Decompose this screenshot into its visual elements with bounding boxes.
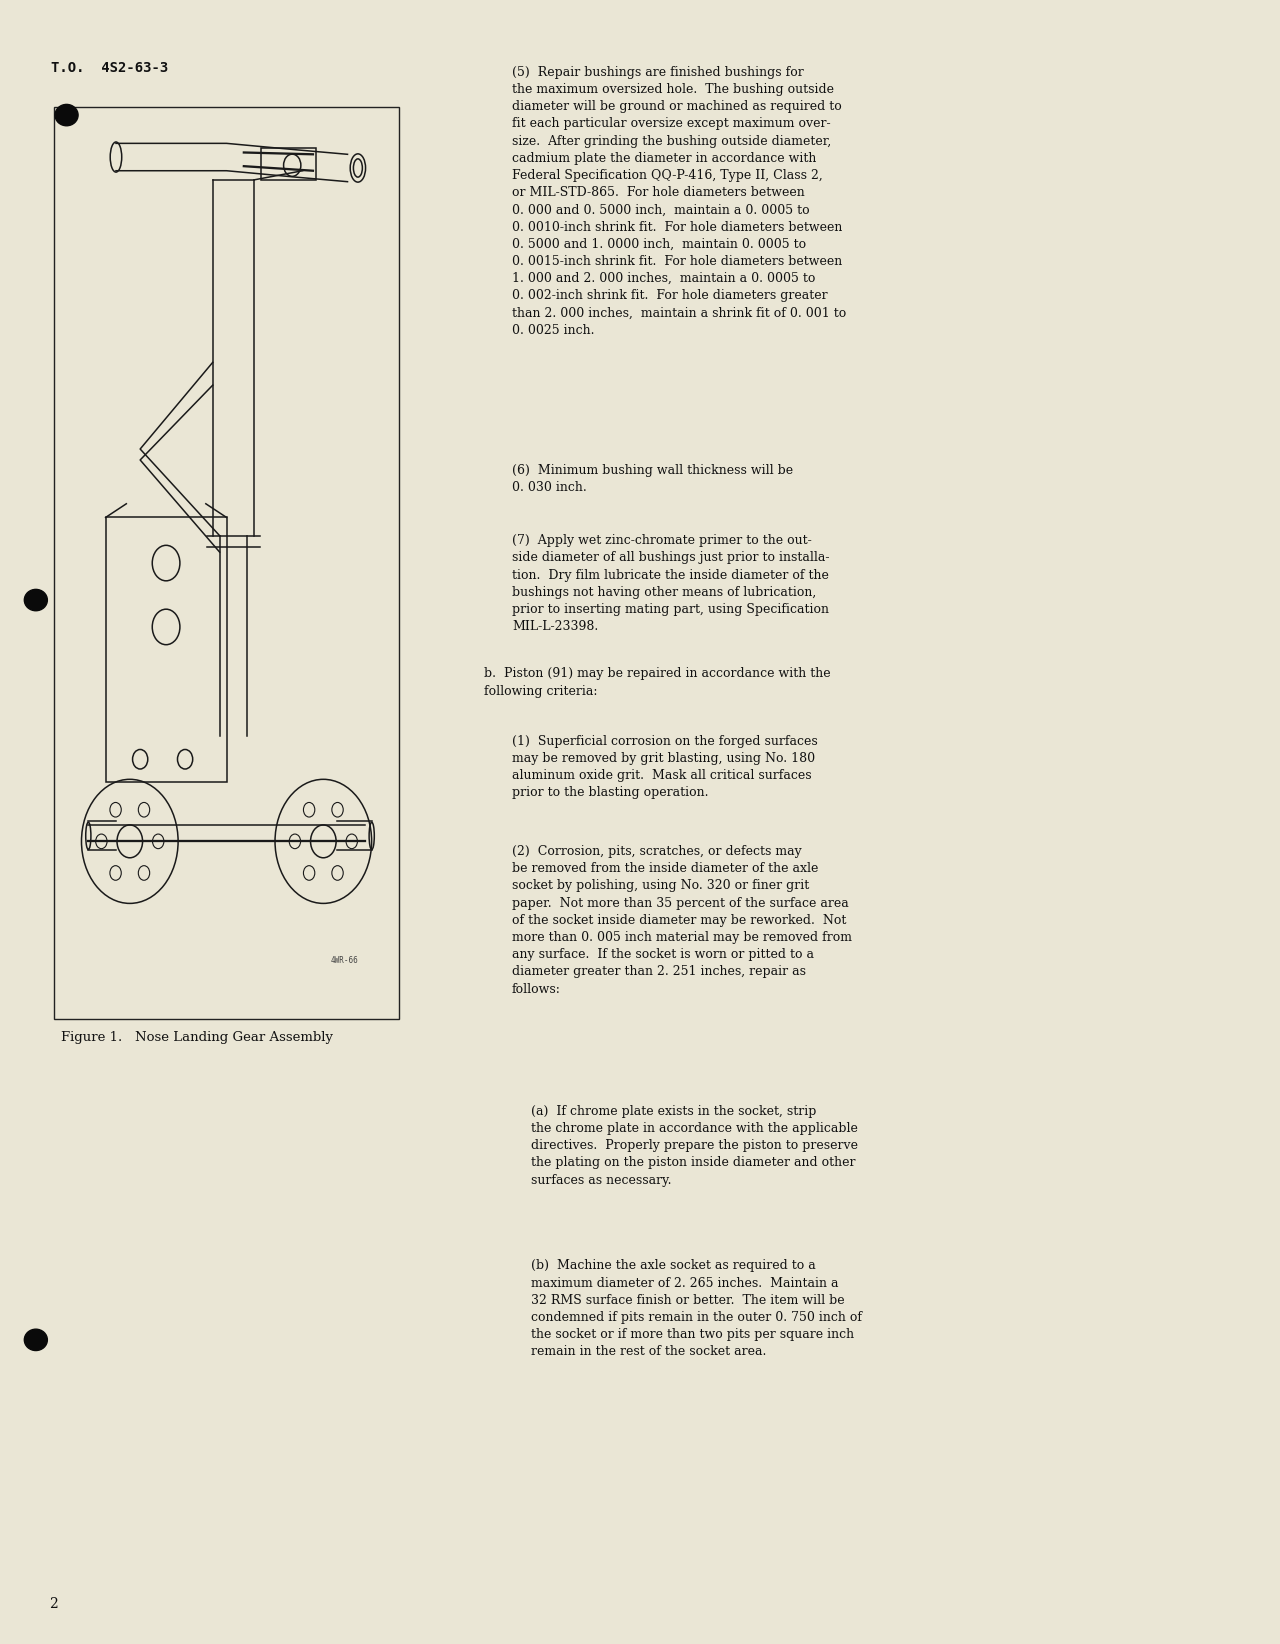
Text: (6)  Minimum bushing wall thickness will be
0. 030 inch.: (6) Minimum bushing wall thickness will … (512, 464, 794, 493)
Text: 2: 2 (49, 1596, 58, 1611)
Text: (1)  Superficial corrosion on the forged surfaces
may be removed by grit blastin: (1) Superficial corrosion on the forged … (512, 735, 818, 799)
Text: (7)  Apply wet zinc-chromate primer to the out-
side diameter of all bushings ju: (7) Apply wet zinc-chromate primer to th… (512, 534, 829, 633)
Bar (106, 518, 227, 783)
Bar (261, 148, 316, 179)
Text: (5)  Repair bushings are finished bushings for
the maximum oversized hole.  The : (5) Repair bushings are finished bushing… (512, 66, 846, 337)
Text: T.O.  4S2-63-3: T.O. 4S2-63-3 (51, 61, 169, 76)
Text: 4WR-66: 4WR-66 (330, 955, 358, 965)
Bar (54, 107, 399, 1019)
Text: (a)  If chrome plate exists in the socket, strip
the chrome plate in accordance : (a) If chrome plate exists in the socket… (531, 1105, 858, 1187)
Text: Figure 1.   Nose Landing Gear Assembly: Figure 1. Nose Landing Gear Assembly (61, 1031, 333, 1044)
Ellipse shape (55, 105, 78, 125)
Ellipse shape (24, 590, 47, 612)
Text: (b)  Machine the axle socket as required to a
maximum diameter of 2. 265 inches.: (b) Machine the axle socket as required … (531, 1259, 863, 1358)
Text: b.  Piston (91) may be repaired in accordance with the
following criteria:: b. Piston (91) may be repaired in accord… (484, 667, 831, 697)
Text: (2)  Corrosion, pits, scratches, or defects may
be removed from the inside diame: (2) Corrosion, pits, scratches, or defec… (512, 845, 852, 996)
Ellipse shape (24, 1328, 47, 1351)
